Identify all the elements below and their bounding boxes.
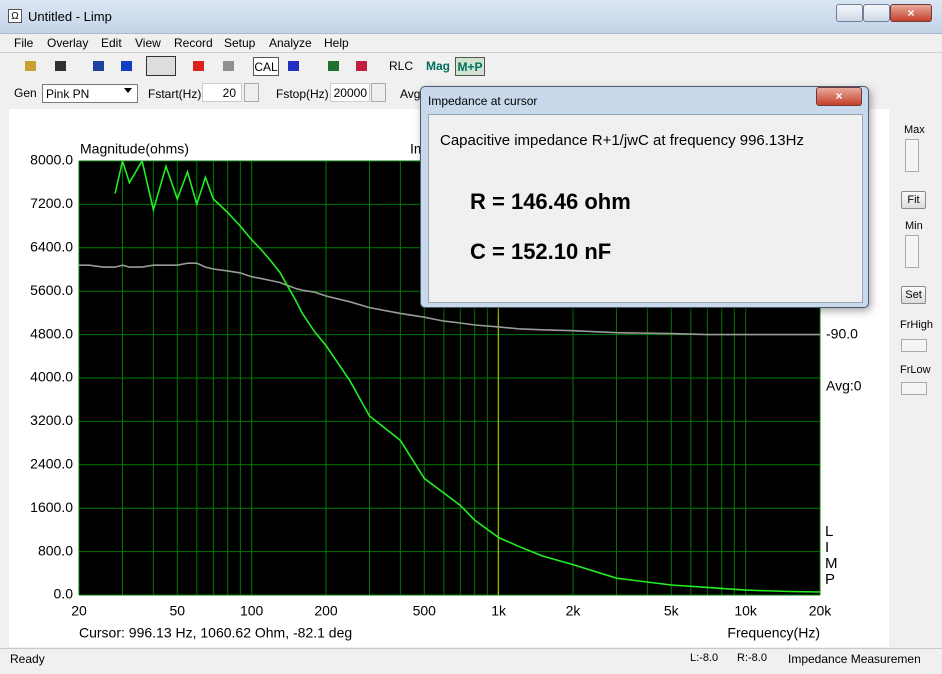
max-spin[interactable] bbox=[905, 139, 919, 172]
y-tick-label: 5600.0 bbox=[30, 282, 73, 298]
fstart-input[interactable]: 20 bbox=[202, 83, 242, 102]
maximize-button[interactable] bbox=[863, 4, 890, 22]
resistance: R = 146.46 ohm bbox=[470, 189, 631, 214]
x-axis-label: Frequency(Hz) bbox=[727, 625, 820, 641]
fstop-spin[interactable] bbox=[371, 83, 386, 102]
menu-item[interactable]: Setup bbox=[224, 36, 256, 50]
dialog-close[interactable]: × bbox=[816, 87, 862, 106]
series-line bbox=[114, 161, 820, 593]
avg-label: Avg bbox=[400, 87, 421, 101]
close-button[interactable]: × bbox=[890, 4, 932, 22]
fstop-label: Fstop(Hz) bbox=[276, 87, 329, 101]
y-tick-label: 800.0 bbox=[38, 542, 73, 558]
generator-select[interactable]: Pink PN bbox=[42, 84, 138, 103]
dropdown-arrow bbox=[124, 88, 132, 93]
menu-item[interactable]: View bbox=[135, 36, 161, 50]
x-tick-label: 2k bbox=[566, 603, 582, 619]
y-tick-label: 8000.0 bbox=[30, 152, 73, 168]
toolbar-icon[interactable] bbox=[90, 58, 108, 74]
y-tick-label: 1600.0 bbox=[30, 499, 73, 515]
y-tick-label: 4000.0 bbox=[30, 369, 73, 385]
frhigh-label: FrHigh bbox=[900, 319, 934, 331]
y2-tick-label: -90.0 bbox=[826, 325, 858, 341]
app-icon: Ω bbox=[8, 9, 22, 23]
toolbar-icon[interactable] bbox=[22, 58, 40, 74]
frlow-arrows[interactable] bbox=[901, 382, 927, 395]
status-mode: Impedance Measuremen bbox=[788, 652, 921, 666]
toolbar-icon[interactable] bbox=[353, 58, 371, 74]
gen-label: Gen bbox=[14, 86, 37, 100]
window-title: Untitled - Limp bbox=[28, 9, 112, 24]
set-button[interactable]: Set bbox=[901, 286, 926, 304]
x-tick-label: 100 bbox=[240, 603, 264, 619]
x-tick-label: 500 bbox=[413, 603, 437, 619]
y-tick-label: 4800.0 bbox=[30, 325, 73, 341]
cursor-readout: Cursor: 996.13 Hz, 1060.62 Ohm, -82.1 de… bbox=[79, 625, 352, 641]
toolbar-icon[interactable] bbox=[285, 58, 303, 74]
y-tick-label: 0.0 bbox=[54, 586, 74, 602]
dialog-title: Impedance at cursor bbox=[428, 94, 538, 108]
menu-item[interactable]: Edit bbox=[101, 36, 122, 50]
status-text: Ready bbox=[10, 652, 45, 666]
frhigh-arrows[interactable] bbox=[901, 339, 927, 352]
y-axis-label: Magnitude(ohms) bbox=[80, 141, 189, 157]
dialog-description: Capacitive impedance R+1/jwC at frequenc… bbox=[440, 132, 804, 149]
toolbar-icon[interactable] bbox=[325, 58, 343, 74]
logo: LIMP bbox=[825, 523, 838, 588]
x-tick-label: 5k bbox=[664, 603, 680, 619]
menu-item[interactable]: File bbox=[14, 36, 34, 50]
y-tick-label: 6400.0 bbox=[30, 239, 73, 255]
fit-button btn[interactable]: Fit bbox=[901, 191, 926, 209]
x-tick-label: 20k bbox=[809, 603, 833, 619]
minimize-button[interactable] bbox=[836, 4, 863, 22]
menu-item[interactable]: Record bbox=[174, 36, 213, 50]
title-bar bbox=[0, 0, 942, 34]
y-tick-label: 2400.0 bbox=[30, 456, 73, 472]
frlow-label: FrLow bbox=[900, 364, 931, 376]
toolbar-button[interactable]: M+P bbox=[455, 57, 485, 76]
capacitance: C = 152.10 nF bbox=[470, 239, 612, 264]
max-label: Max bbox=[904, 124, 925, 136]
x-tick-label: 200 bbox=[314, 603, 338, 619]
toolbar-icon[interactable] bbox=[118, 58, 136, 74]
fstart-label: Fstart(Hz) bbox=[148, 87, 202, 101]
menu-item[interactable]: Overlay bbox=[47, 36, 89, 50]
menu-item[interactable]: Help bbox=[324, 36, 349, 50]
series-line bbox=[79, 262, 820, 336]
min-label: Min bbox=[905, 220, 923, 232]
menu-separator bbox=[0, 52, 942, 53]
status-bar bbox=[0, 648, 942, 674]
toolbar-button[interactable]: Mag bbox=[426, 59, 450, 73]
avg-label: Avg:0 bbox=[826, 378, 862, 394]
menu-item[interactable]: Analyze bbox=[269, 36, 312, 50]
toolbar-icon[interactable] bbox=[190, 58, 208, 74]
fstart-spin[interactable] bbox=[244, 83, 259, 102]
toolbar-icon[interactable] bbox=[52, 58, 70, 74]
y-tick-label: 3200.0 bbox=[30, 412, 73, 428]
status-left: L:-8.0 bbox=[690, 652, 719, 664]
dialog-body bbox=[428, 114, 863, 303]
toolbar-button[interactable]: CAL bbox=[253, 57, 279, 76]
x-tick-label: 10k bbox=[734, 603, 758, 619]
toolbar-icon[interactable] bbox=[220, 58, 238, 74]
fstop-input[interactable]: 20000 bbox=[330, 83, 370, 102]
x-tick-label: 20 bbox=[71, 603, 87, 619]
pause-button[interactable] bbox=[146, 56, 176, 76]
x-tick-label: 1k bbox=[491, 603, 507, 619]
status-right: R:-8.0 bbox=[737, 652, 767, 664]
min-spin[interactable] bbox=[905, 235, 919, 268]
toolbar-button[interactable]: RLC bbox=[389, 59, 414, 73]
x-tick-label: 50 bbox=[170, 603, 186, 619]
y-tick-label: 7200.0 bbox=[30, 195, 73, 211]
